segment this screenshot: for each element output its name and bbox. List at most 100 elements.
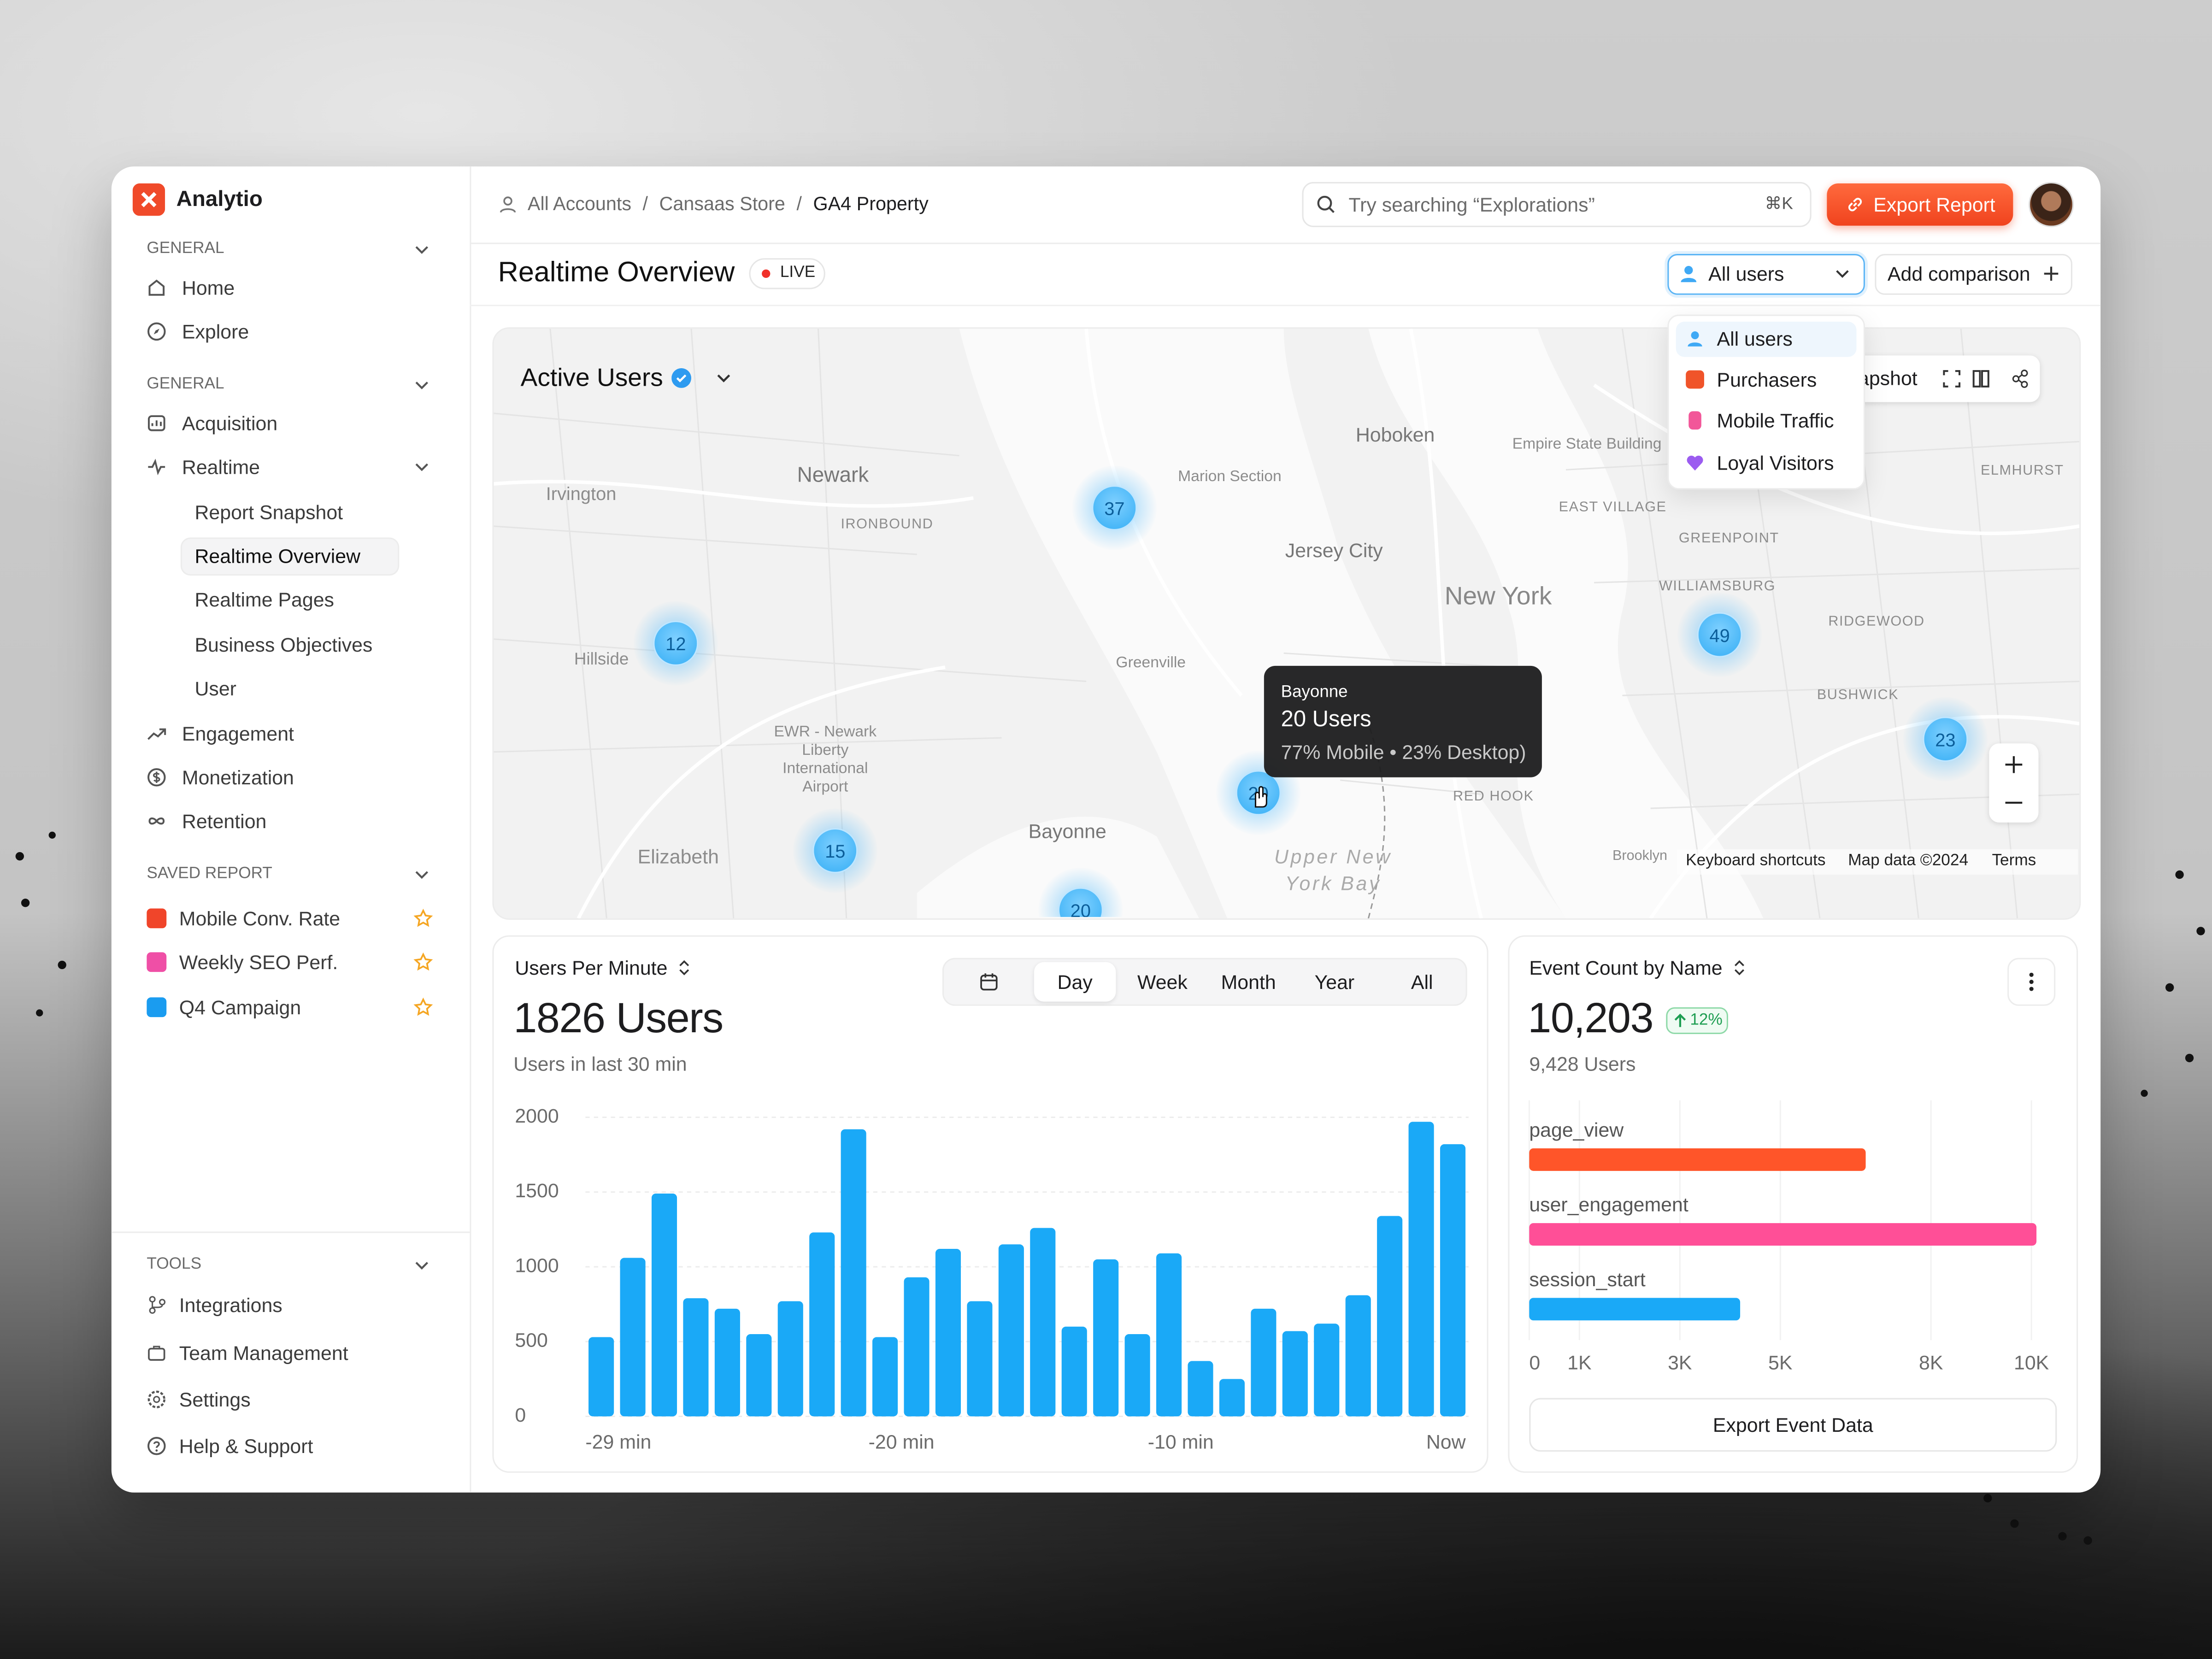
segment-option[interactable]: Purchasers: [1717, 368, 1817, 391]
sub-nav-item[interactable]: Report Snapshot: [194, 500, 343, 524]
decoration: [415, 463, 429, 471]
nav-item[interactable]: Explore: [182, 320, 249, 343]
segment-option[interactable]: Mobile Traffic: [1717, 409, 1834, 432]
sub-nav-item[interactable]: Realtime Pages: [194, 588, 334, 611]
decoration: [153, 1441, 160, 1448]
nav-item[interactable]: Integrations: [179, 1293, 282, 1316]
export-event-data-button[interactable]: [1529, 1398, 2057, 1452]
panel-title: Users Per Minute: [515, 956, 668, 979]
saved-report[interactable]: Weekly SEO Perf.: [179, 951, 338, 974]
decoration: [2029, 980, 2034, 984]
decoration: [577, 665, 946, 918]
report-icon: [147, 997, 167, 1018]
collapse-icon[interactable]: [413, 241, 430, 258]
segment-option[interactable]: Loyal Visitors: [1717, 451, 1834, 474]
decoration: [1593, 383, 2080, 535]
active-highlight: [180, 537, 400, 576]
decoration: [1368, 329, 1764, 918]
nav-item[interactable]: Home: [182, 276, 235, 299]
decoration: [153, 329, 159, 335]
attribution-link[interactable]: Terms: [1992, 853, 2036, 870]
nav-item[interactable]: Settings: [179, 1388, 251, 1411]
range-option[interactable]: Year: [1314, 970, 1355, 993]
nav-item[interactable]: Acquisition: [182, 412, 278, 435]
breadcrumb-item[interactable]: All Accounts: [527, 193, 632, 215]
decoration: [155, 1449, 158, 1452]
nav-item[interactable]: Help & Support: [179, 1435, 313, 1458]
map-place: RED HOOK: [1453, 789, 1534, 805]
decoration: [1317, 195, 1332, 211]
decoration: [147, 1437, 166, 1455]
nav-item[interactable]: Realtime: [182, 455, 260, 478]
attribution-bar: [1677, 849, 2078, 875]
map-place: Upper New York Bay: [1274, 845, 1392, 894]
map-cluster[interactable]: 49: [1677, 592, 1762, 677]
nav-item[interactable]: Retention: [182, 809, 267, 832]
decoration: [15, 852, 24, 861]
zoom-buttons[interactable]: [2005, 755, 2023, 814]
breadcrumb-separator: /: [796, 193, 802, 215]
more-button[interactable]: [2007, 958, 2056, 1006]
sub-nav-item[interactable]: User: [194, 677, 236, 700]
decoration: [415, 871, 429, 879]
map-cluster[interactable]: 20: [1038, 867, 1123, 917]
map-title: Active Users: [520, 363, 663, 392]
range-option[interactable]: All: [1411, 970, 1433, 993]
map-cluster[interactable]: 15: [793, 808, 878, 893]
decoration: [36, 1009, 43, 1017]
search-box[interactable]: [1302, 182, 1812, 227]
breadcrumb-item[interactable]: Cansaas Store: [659, 193, 785, 215]
range-option[interactable]: Week: [1137, 970, 1188, 993]
breadcrumb-current: GA4 Property: [813, 193, 929, 215]
collapse-icon[interactable]: [413, 377, 430, 394]
engagement-icon: [147, 728, 166, 740]
map-control-icons[interactable]: [1942, 370, 2030, 388]
decoration: [2018, 374, 2023, 384]
option-icon: [1688, 331, 1702, 347]
collapse-icon[interactable]: [413, 459, 430, 476]
decoration: [1735, 960, 1744, 976]
segment-option[interactable]: All users: [1717, 327, 1793, 350]
star-icon[interactable]: [413, 997, 433, 1017]
collapse-icon[interactable]: [413, 1257, 430, 1274]
export-report-button[interactable]: [1827, 183, 2013, 226]
decoration: [148, 817, 165, 825]
range-option[interactable]: Day: [1057, 970, 1093, 993]
saved-report[interactable]: Mobile Conv. Rate: [179, 907, 341, 930]
star-icon[interactable]: [413, 952, 433, 972]
sub-nav-item-active[interactable]: Realtime Overview: [194, 544, 361, 567]
range-active: [1034, 962, 1116, 1002]
plus-icon: [2044, 266, 2059, 281]
title-dropdown-icon[interactable]: [715, 370, 732, 387]
calendar-icon[interactable]: [979, 972, 999, 992]
sub-nav-item[interactable]: Business Objectives: [194, 633, 373, 656]
map-cluster[interactable]: 23: [1903, 697, 1988, 782]
range-option[interactable]: Month: [1221, 970, 1276, 993]
sort-icon[interactable]: [1732, 959, 1747, 977]
sort-icon[interactable]: [677, 959, 691, 977]
decoration: [413, 952, 433, 971]
saved-report[interactable]: Q4 Campaign: [179, 996, 301, 1019]
export-event-data-label: Export Event Data: [1712, 1413, 1873, 1436]
add-comparison-button[interactable]: [1875, 254, 2072, 295]
user-avatar[interactable]: [2029, 182, 2074, 227]
cursor: [1254, 786, 1267, 808]
nav-item[interactable]: Monetization: [182, 766, 294, 789]
page-title: Realtime Overview: [498, 257, 735, 289]
divider: [111, 1231, 470, 1233]
integrations-icon: [149, 1296, 166, 1314]
map-cluster[interactable]: 37: [1072, 465, 1157, 550]
map-place: Hillside: [574, 649, 629, 669]
nav-item[interactable]: Team Management: [179, 1341, 348, 1365]
nav-item[interactable]: Engagement: [182, 722, 294, 745]
decoration: [1972, 370, 1981, 388]
star-icon[interactable]: [413, 908, 433, 928]
map-cluster[interactable]: 12: [633, 601, 718, 686]
retention-icon: [148, 817, 165, 825]
collapse-icon[interactable]: [413, 866, 430, 883]
decoration: [2058, 1532, 2067, 1541]
attribution-link[interactable]: Keyboard shortcuts: [1686, 853, 1826, 870]
segment-select[interactable]: [1667, 254, 1865, 295]
decoration: [2196, 927, 2205, 935]
